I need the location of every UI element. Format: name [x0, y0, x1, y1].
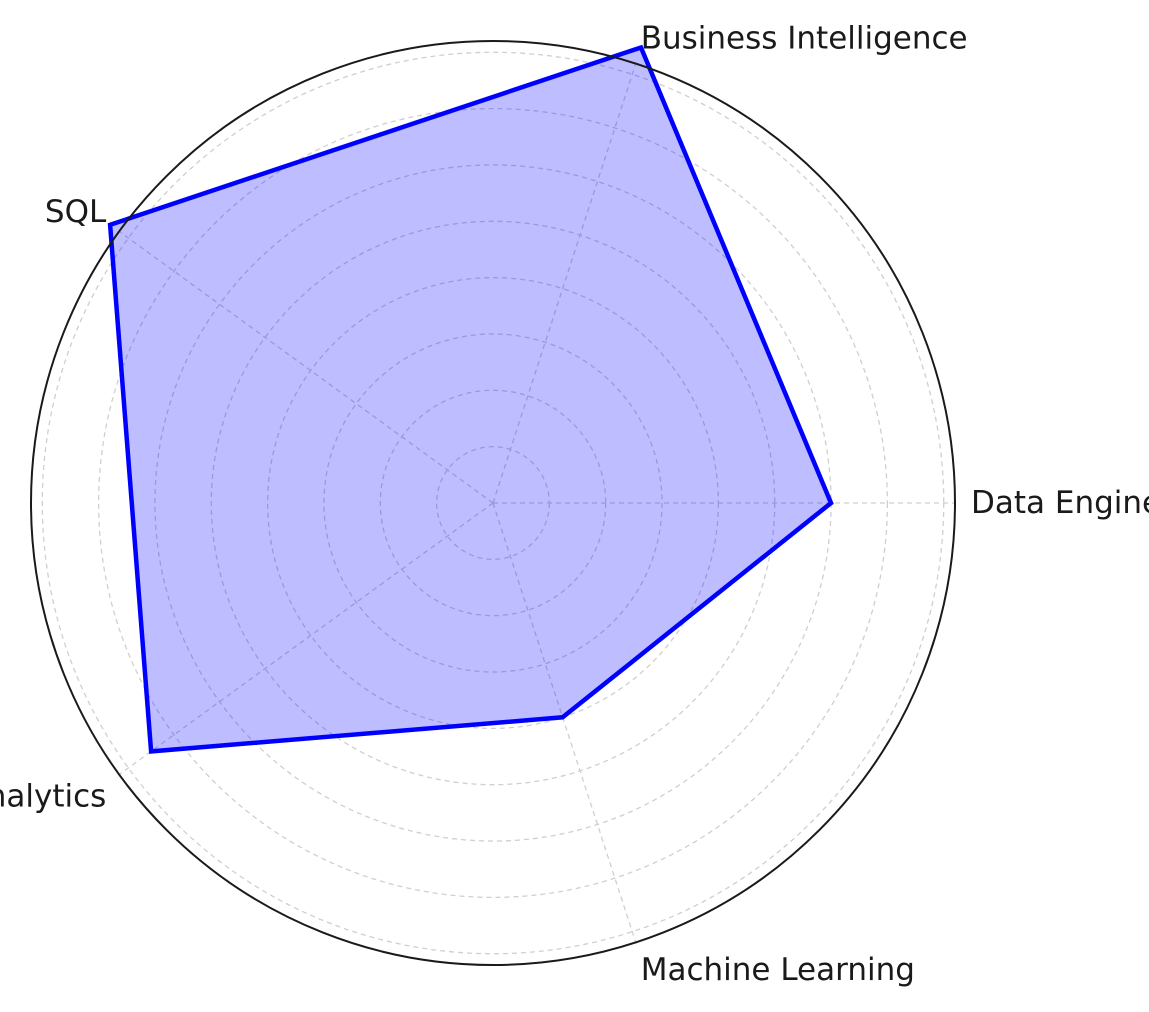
radar-outer-frame	[30, 40, 956, 966]
category-labels: Data Engineering Business Intelligence SQL…	[0, 20, 1149, 988]
category-label-business-intelligence: Business Intelligence	[641, 20, 968, 56]
data-point-analytics	[149, 749, 154, 754]
grid-spoke	[492, 63, 637, 504]
category-label-data-engineering: Data Engineering	[971, 485, 1149, 521]
data-point-data-engineering	[829, 501, 834, 505]
radar-data	[107, 44, 834, 754]
category-label-machine-learning: Machine Learning	[641, 952, 915, 988]
series-area	[110, 47, 832, 752]
grid-ring	[323, 333, 663, 673]
grid-ring	[97, 107, 889, 899]
grid-spoke	[118, 230, 494, 504]
series-line	[107, 44, 834, 754]
category-label-analytics: Analytics	[0, 778, 106, 814]
data-point-sql	[108, 222, 113, 227]
grid-spoke	[492, 502, 637, 943]
data-point-machine-learning	[560, 715, 565, 720]
data-point-business-intelligence	[638, 45, 643, 50]
category-label-sql: SQL	[45, 194, 107, 230]
grid-spoke	[118, 502, 494, 776]
